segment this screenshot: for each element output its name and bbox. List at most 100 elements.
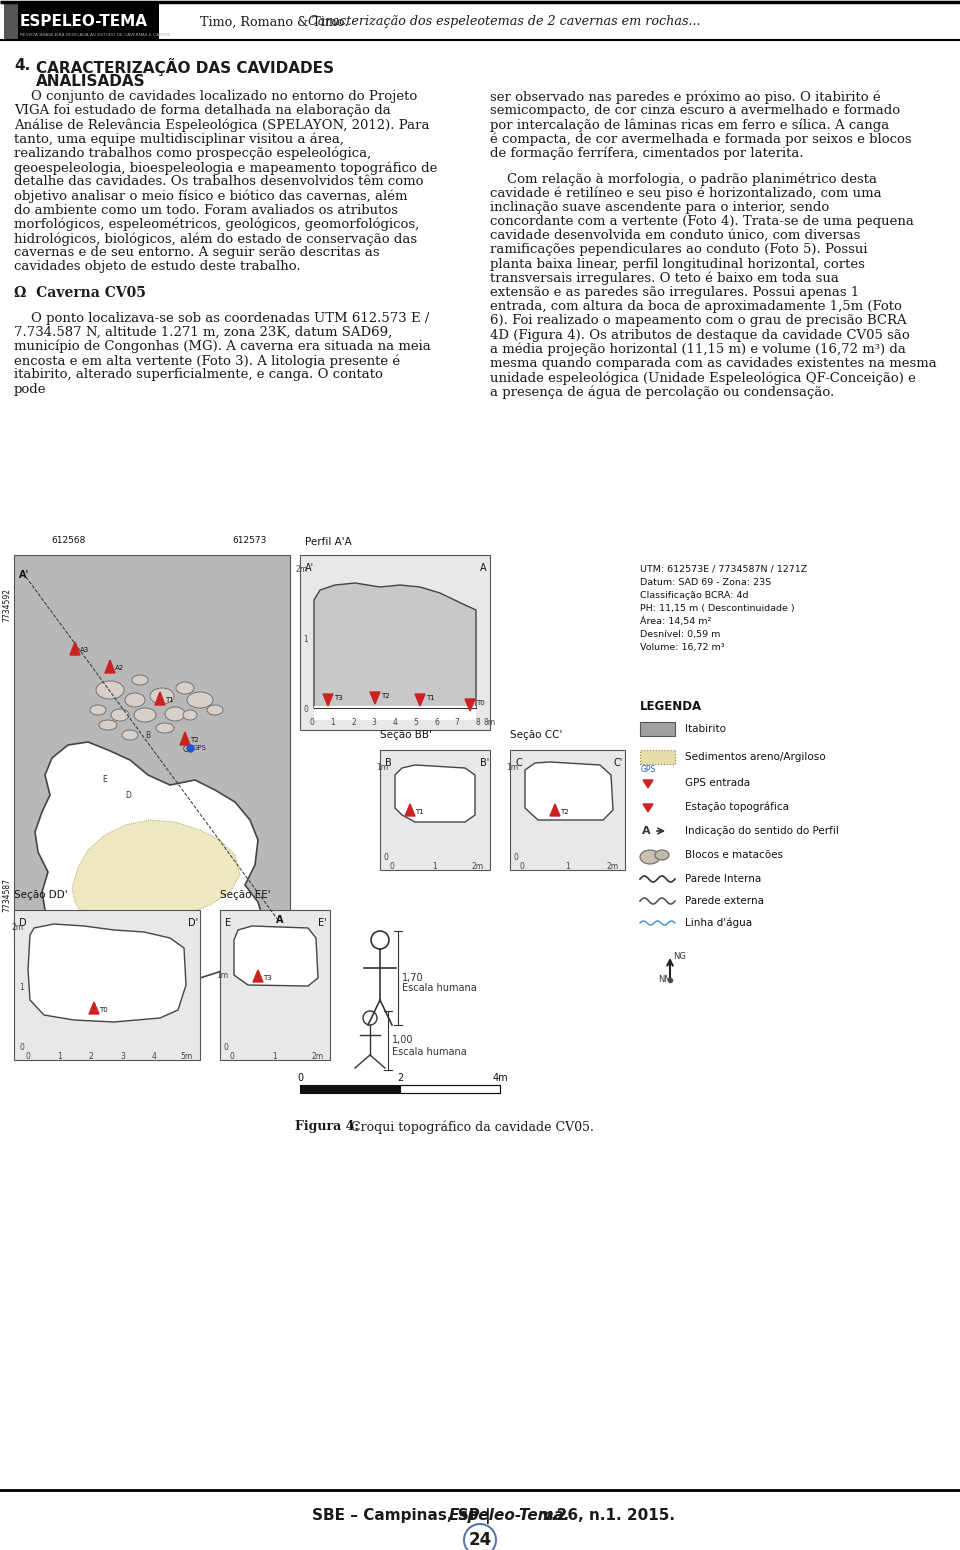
Text: 0: 0: [26, 1052, 31, 1062]
Text: 1: 1: [58, 1052, 62, 1062]
Text: Estação topográfica: Estação topográfica: [685, 801, 789, 812]
Text: de formação ferrífera, cimentados por laterita.: de formação ferrífera, cimentados por la…: [490, 147, 804, 160]
Text: ESPELEO-TEMA: ESPELEO-TEMA: [20, 14, 148, 29]
Text: 5: 5: [414, 718, 419, 727]
Text: A: A: [480, 563, 487, 574]
Text: 3: 3: [372, 718, 376, 727]
Text: 1m: 1m: [376, 764, 388, 772]
Polygon shape: [323, 694, 333, 705]
Polygon shape: [405, 804, 415, 815]
Text: por intercalação de lâminas ricas em ferro e sílica. A canga: por intercalação de lâminas ricas em fer…: [490, 118, 889, 132]
Text: 0: 0: [390, 862, 395, 871]
Text: 2: 2: [89, 1052, 93, 1062]
Text: detalhe das cavidades. Os trabalhos desenvolvidos têm como: detalhe das cavidades. Os trabalhos dese…: [14, 175, 423, 188]
Polygon shape: [89, 1001, 99, 1014]
Bar: [640, 722, 675, 736]
Text: Seção DD': Seção DD': [14, 890, 67, 901]
Text: 0: 0: [309, 718, 315, 727]
Polygon shape: [643, 804, 653, 812]
Text: 7734592: 7734592: [2, 587, 11, 622]
Polygon shape: [370, 691, 380, 704]
Text: é compacta, de cor avermelhada e formada por seixos e blocos: é compacta, de cor avermelhada e formada…: [490, 133, 912, 146]
Text: 1: 1: [303, 636, 308, 645]
Text: 6: 6: [434, 718, 439, 727]
Text: objetivo analisar o meio físico e biótico das cavernas, além: objetivo analisar o meio físico e biótic…: [14, 189, 407, 203]
Text: transversais irregulares. O teto é baixo em toda sua: transversais irregulares. O teto é baixo…: [490, 271, 839, 285]
Text: Figura 4:: Figura 4:: [295, 1121, 359, 1133]
Text: Caracterização dos espeleotemas de 2 cavernas em rochas...: Caracterização dos espeleotemas de 2 cav…: [308, 16, 701, 28]
Text: inclinação suave ascendente para o interior, sendo: inclinação suave ascendente para o inter…: [490, 202, 829, 214]
Text: D: D: [125, 790, 131, 800]
Text: encosta e em alta vertente (Foto 3). A litologia presente é: encosta e em alta vertente (Foto 3). A l…: [14, 353, 400, 367]
Text: UTM: 612573E / 7734587N / 1271Z
Datum: SAD 69 - Zona: 23S
Classificação BCRA: 4d: UTM: 612573E / 7734587N / 1271Z Datum: S…: [640, 566, 807, 653]
Ellipse shape: [156, 722, 174, 733]
Text: Sedimentos areno/Argiloso: Sedimentos areno/Argiloso: [685, 752, 826, 763]
Text: Timo, Romano & Timo.: Timo, Romano & Timo.: [200, 16, 352, 28]
Text: D': D': [188, 918, 198, 928]
Text: 4D (Figura 4). Os atributos de destaque da cavidade CV05 são: 4D (Figura 4). Os atributos de destaque …: [490, 329, 910, 341]
Text: D: D: [19, 918, 27, 928]
Bar: [640, 750, 675, 764]
Text: cavidades objeto de estudo deste trabalho.: cavidades objeto de estudo deste trabalh…: [14, 260, 300, 273]
Text: T1: T1: [415, 809, 423, 815]
Text: 4: 4: [393, 718, 397, 727]
Ellipse shape: [132, 674, 148, 685]
Text: 1: 1: [565, 862, 570, 871]
Ellipse shape: [134, 708, 156, 722]
Text: 1m: 1m: [506, 764, 518, 772]
Text: 7: 7: [455, 718, 460, 727]
Text: C: C: [515, 758, 521, 767]
Text: 0: 0: [383, 854, 388, 862]
Text: 1,70: 1,70: [402, 973, 423, 983]
Text: A': A': [19, 570, 30, 580]
Text: semicompacto, de cor cinza escuro a avermelhado e formado: semicompacto, de cor cinza escuro a aver…: [490, 104, 900, 118]
Text: O ponto localizava-se sob as coordenadas UTM 612.573 E /: O ponto localizava-se sob as coordenadas…: [14, 312, 429, 324]
Text: B': B': [480, 758, 490, 767]
Text: 5m: 5m: [180, 1052, 192, 1062]
Bar: [380, 750, 490, 870]
Bar: [4, 2, 159, 39]
Text: T0: T0: [476, 701, 485, 705]
Text: B: B: [385, 758, 392, 767]
Ellipse shape: [207, 705, 223, 715]
Text: 0: 0: [519, 862, 524, 871]
Text: 1: 1: [330, 718, 335, 727]
Text: 1m: 1m: [216, 972, 228, 981]
Ellipse shape: [96, 680, 124, 699]
Text: extensão e as paredes são irregulares. Possui apenas 1: extensão e as paredes são irregulares. P…: [490, 285, 859, 299]
Text: Análise de Relevância Espeleológica (SPELAYON, 2012). Para: Análise de Relevância Espeleológica (SPE…: [14, 118, 429, 132]
Polygon shape: [465, 699, 475, 711]
Ellipse shape: [183, 710, 197, 721]
Polygon shape: [525, 763, 613, 820]
Text: 612568: 612568: [52, 536, 86, 546]
Text: CARACTERIZAÇÃO DAS CAVIDADES: CARACTERIZAÇÃO DAS CAVIDADES: [36, 57, 334, 76]
Text: Escala humana: Escala humana: [402, 983, 477, 994]
Text: 7.734.587 N, altitude 1.271 m, zona 23K, datum SAD69,: 7.734.587 N, altitude 1.271 m, zona 23K,…: [14, 326, 393, 339]
Text: 2m: 2m: [312, 1052, 324, 1062]
Text: 2: 2: [396, 1073, 403, 1083]
Bar: [400, 1085, 500, 1093]
Polygon shape: [415, 694, 425, 705]
Text: T3: T3: [263, 975, 272, 981]
Text: concordante com a vertente (Foto 4). Trata-se de uma pequena: concordante com a vertente (Foto 4). Tra…: [490, 215, 914, 228]
Text: 1: 1: [433, 862, 438, 871]
Text: 24: 24: [468, 1531, 492, 1548]
Text: pode: pode: [14, 383, 46, 395]
Ellipse shape: [122, 730, 138, 739]
Text: Seção CC': Seção CC': [510, 730, 563, 739]
Text: E': E': [318, 918, 326, 928]
Text: Com relação à morfologia, o padrão planimétrico desta: Com relação à morfologia, o padrão plani…: [490, 172, 877, 186]
Polygon shape: [155, 691, 165, 705]
Text: geoespeleologia, bioespeleologia e mapeamento topográfico de: geoespeleologia, bioespeleologia e mapea…: [14, 161, 438, 175]
Text: Parede Interna: Parede Interna: [685, 874, 761, 883]
Text: A2: A2: [115, 665, 124, 671]
Text: 0: 0: [229, 1052, 234, 1062]
Ellipse shape: [176, 682, 194, 694]
Text: 2: 2: [351, 718, 356, 727]
Text: T1: T1: [426, 694, 435, 701]
Text: Seção BB': Seção BB': [380, 730, 432, 739]
Text: ser observado nas paredes e próximo ao piso. O itabirito é: ser observado nas paredes e próximo ao p…: [490, 90, 880, 104]
Text: hidrológicos, biológicos, além do estado de conservação das: hidrológicos, biológicos, além do estado…: [14, 232, 418, 245]
Text: realizando trabalhos como prospecção espeleológica,: realizando trabalhos como prospecção esp…: [14, 147, 372, 160]
Text: 0: 0: [303, 705, 308, 715]
